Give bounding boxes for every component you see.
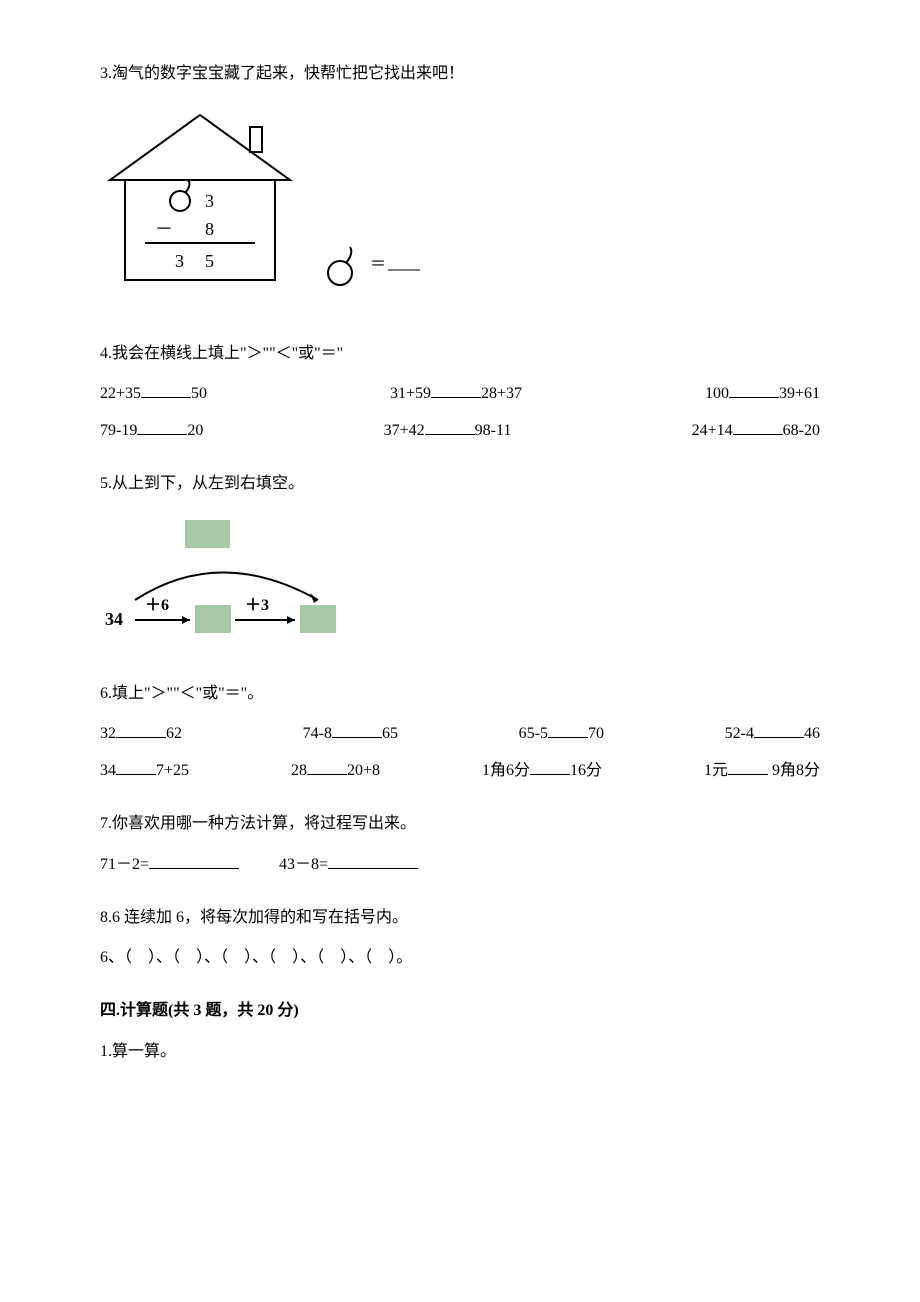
- blank: [328, 853, 418, 869]
- blank: [141, 382, 191, 398]
- q6-r1-item2: 74-865: [303, 720, 398, 749]
- q6-row1: 3262 74-865 65-570 52-446: [100, 720, 820, 749]
- q6-r1-item1: 3262: [100, 720, 182, 749]
- q8-text: 8.6 连续加 6，将每次加得的和写在括号内。: [100, 904, 820, 933]
- q5-text: 5.从上到下，从左到右填空。: [100, 470, 820, 499]
- house-icon: 3 － 8 3 5 ＝: [100, 105, 420, 305]
- svg-text:＝: ＝: [370, 256, 386, 273]
- question-8: 8.6 连续加 6，将每次加得的和写在括号内。 6、（ ）、（ ）、（ ）、（ …: [100, 904, 820, 974]
- q6-r2-item1: 347+25: [100, 757, 189, 786]
- q4-r2-item2: 37+4298-11: [384, 417, 512, 446]
- q4-r1-item3: 10039+61: [705, 380, 820, 409]
- q6-r2-item3: 1角6分16分: [482, 757, 602, 786]
- house-top-digit: 3: [205, 191, 214, 211]
- question-6: 6.填上"＞""＜"或"＝"。 3262 74-865 65-570 52-44…: [100, 680, 820, 786]
- q6-r2-item2: 2820+8: [291, 757, 380, 786]
- house-minus-digit: 8: [205, 219, 214, 239]
- blank: [149, 853, 239, 869]
- question-7: 7.你喜欢用哪一种方法计算，将过程写出来。 71－2= 43－8=: [100, 810, 820, 880]
- blank: [728, 759, 768, 775]
- blank: [307, 759, 347, 775]
- q6-r1-item4: 52-446: [725, 720, 820, 749]
- q8-sequence: 6、（ ）、（ ）、（ ）、（ ）、（ ）、（ ）。: [100, 944, 820, 973]
- q4-r2-item3: 24+1468-20: [692, 417, 820, 446]
- q4-r1-item1: 22+3550: [100, 380, 207, 409]
- q6-text: 6.填上"＞""＜"或"＝"。: [100, 680, 820, 709]
- q4-row2: 79-1920 37+4298-11 24+1468-20: [100, 417, 820, 446]
- q6-r1-item3: 65-570: [519, 720, 604, 749]
- q7-expr2: 43－8=: [279, 856, 328, 873]
- question-5: 5.从上到下，从左到右填空。 34 ＋6 ＋3: [100, 470, 820, 656]
- q7-text: 7.你喜欢用哪一种方法计算，将过程写出来。: [100, 810, 820, 839]
- blank: [431, 382, 481, 398]
- q7-expressions: 71－2= 43－8=: [100, 851, 820, 880]
- question-4: 4.我会在横线上填上"＞""＜"或"＝" 22+3550 31+5928+37 …: [100, 340, 820, 446]
- q5-flow-diagram: 34 ＋6 ＋3: [100, 515, 820, 656]
- flow-op1: ＋6: [145, 597, 169, 614]
- q4-row1: 22+3550 31+5928+37 10039+61: [100, 380, 820, 409]
- house-result-left: 3: [175, 251, 184, 271]
- blank: [733, 419, 783, 435]
- section4-q1: 1.算一算。: [100, 1038, 820, 1067]
- q3-text: 3.淘气的数字宝宝藏了起来，快帮忙把它找出来吧！: [100, 60, 820, 89]
- q7-expr1: 71－2=: [100, 856, 149, 873]
- blank: [332, 722, 382, 738]
- q4-r2-item1: 79-1920: [100, 417, 203, 446]
- flow-icon: 34 ＋6 ＋3: [100, 515, 360, 645]
- section4-heading: 四.计算题(共 3 题，共 20 分): [100, 997, 820, 1026]
- house-result-right: 5: [205, 251, 214, 271]
- q3-house-diagram: 3 － 8 3 5 ＝: [100, 105, 820, 316]
- blank: [116, 759, 156, 775]
- blank: [116, 722, 166, 738]
- blank: [530, 759, 570, 775]
- blank: [729, 382, 779, 398]
- blank: [548, 722, 588, 738]
- flow-op2: ＋3: [245, 597, 269, 614]
- q6-r2-item4: 1元 9角8分: [704, 757, 820, 786]
- question-3: 3.淘气的数字宝宝藏了起来，快帮忙把它找出来吧！ 3 － 8 3 5: [100, 60, 820, 316]
- blank: [754, 722, 804, 738]
- blank: [425, 419, 475, 435]
- flow-start: 34: [105, 609, 123, 629]
- svg-text:－: －: [155, 219, 173, 239]
- q4-text: 4.我会在横线上填上"＞""＜"或"＝": [100, 340, 820, 369]
- q4-r1-item2: 31+5928+37: [390, 380, 522, 409]
- q6-row2: 347+25 2820+8 1角6分16分 1元 9角8分: [100, 757, 820, 786]
- blank: [137, 419, 187, 435]
